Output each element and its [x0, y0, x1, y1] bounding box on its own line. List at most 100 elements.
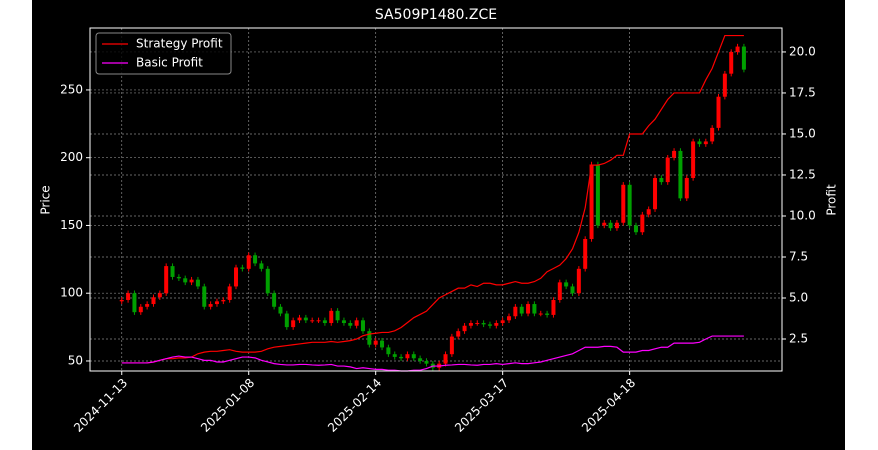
candle-body	[367, 331, 372, 345]
candle-body	[684, 178, 689, 199]
candle-body	[411, 354, 416, 359]
candle-body	[659, 178, 664, 183]
candle-body	[691, 141, 696, 179]
candle-body	[716, 96, 721, 128]
y2-tick-label: 17.5	[789, 85, 816, 99]
y-tick-label: 200	[60, 150, 83, 164]
candle-body	[316, 320, 321, 322]
candle-body	[151, 297, 156, 305]
y-tick-label: 50	[68, 353, 83, 367]
y-tick-label: 150	[60, 218, 83, 232]
candle-body	[176, 276, 181, 279]
candle-body	[475, 323, 480, 325]
candle-body	[418, 358, 423, 361]
candle-body	[633, 225, 638, 233]
candle-body	[538, 313, 543, 315]
candle-body	[551, 299, 556, 315]
candle-body	[570, 286, 575, 294]
candle-body	[462, 325, 467, 332]
y2-tick-label: 15.0	[789, 126, 816, 140]
candle-body	[735, 46, 740, 52]
y2-tick-label: 12.5	[789, 167, 816, 181]
candle-body	[246, 255, 251, 269]
candle-body	[741, 46, 746, 70]
candle-body	[614, 222, 619, 229]
figure-background	[32, 0, 845, 450]
candle-body	[621, 184, 626, 223]
candle-body	[729, 51, 734, 74]
candle-body	[487, 324, 492, 326]
candle-body	[697, 141, 702, 145]
y2-axis-label: Profit	[825, 184, 839, 216]
candle-body	[341, 320, 346, 324]
candle-body	[500, 320, 505, 324]
candle-body	[310, 320, 315, 322]
candle-body	[722, 73, 727, 97]
y-tick-label: 100	[60, 286, 83, 300]
candle-body	[360, 320, 365, 332]
y-tick-label: 250	[60, 82, 83, 96]
candle-body	[272, 293, 277, 307]
candle-body	[602, 222, 607, 226]
candle-body	[195, 279, 200, 287]
legend-box	[95, 32, 232, 75]
candle-body	[221, 299, 226, 302]
candle-body	[526, 304, 531, 314]
candle-body	[519, 306, 524, 314]
y2-tick-label: 2.5	[789, 332, 808, 346]
candle-body	[627, 184, 632, 226]
candle-body	[468, 323, 473, 326]
y2-tick-label: 10.0	[789, 208, 816, 222]
candle-body	[322, 320, 327, 324]
candle-body	[202, 286, 207, 307]
candle-body	[399, 356, 404, 359]
candle-body	[481, 323, 486, 325]
candle-body	[564, 282, 569, 287]
candle-body	[284, 313, 289, 328]
candle-body	[380, 340, 385, 348]
candle-body	[234, 267, 239, 287]
y2-tick-label: 5.0	[789, 291, 808, 305]
candle-body	[240, 267, 245, 269]
candle-body	[138, 306, 143, 313]
candle-body	[392, 354, 397, 357]
chart-title: SA509P1480.ZCE	[375, 7, 497, 23]
candle-body	[278, 306, 283, 314]
candle-body	[545, 313, 550, 315]
candle-body	[507, 316, 512, 321]
candle-body	[494, 323, 499, 326]
profit-line	[121, 335, 744, 372]
candle-body	[589, 164, 594, 240]
candle-body	[164, 266, 169, 294]
candle-body	[157, 293, 162, 298]
candle-body	[653, 178, 658, 210]
candle-body	[513, 306, 518, 317]
candle-body	[386, 347, 391, 355]
candle-body	[208, 304, 213, 307]
candle-body	[595, 164, 600, 226]
candle-body	[253, 255, 258, 264]
candle-body	[145, 304, 150, 307]
candle-body	[119, 299, 124, 302]
candle-body	[335, 310, 340, 321]
candle-body	[183, 278, 188, 283]
candle-body	[703, 141, 708, 145]
profit-line	[121, 34, 744, 364]
candle-body	[126, 293, 131, 300]
candle-body	[646, 209, 651, 215]
candle-body	[303, 317, 308, 321]
candle-body	[132, 293, 137, 313]
candle-body	[170, 266, 175, 277]
candle-body	[608, 222, 613, 229]
candle-body	[214, 301, 219, 305]
candle-body	[348, 323, 353, 326]
candle-body	[297, 317, 302, 321]
candle-body	[373, 340, 378, 345]
y2-tick-label: 20.0	[789, 44, 816, 58]
candle-body	[329, 310, 334, 324]
candle-body	[456, 331, 461, 337]
candle-body	[449, 336, 454, 355]
candle-body	[354, 320, 359, 326]
candle-body	[259, 263, 264, 269]
